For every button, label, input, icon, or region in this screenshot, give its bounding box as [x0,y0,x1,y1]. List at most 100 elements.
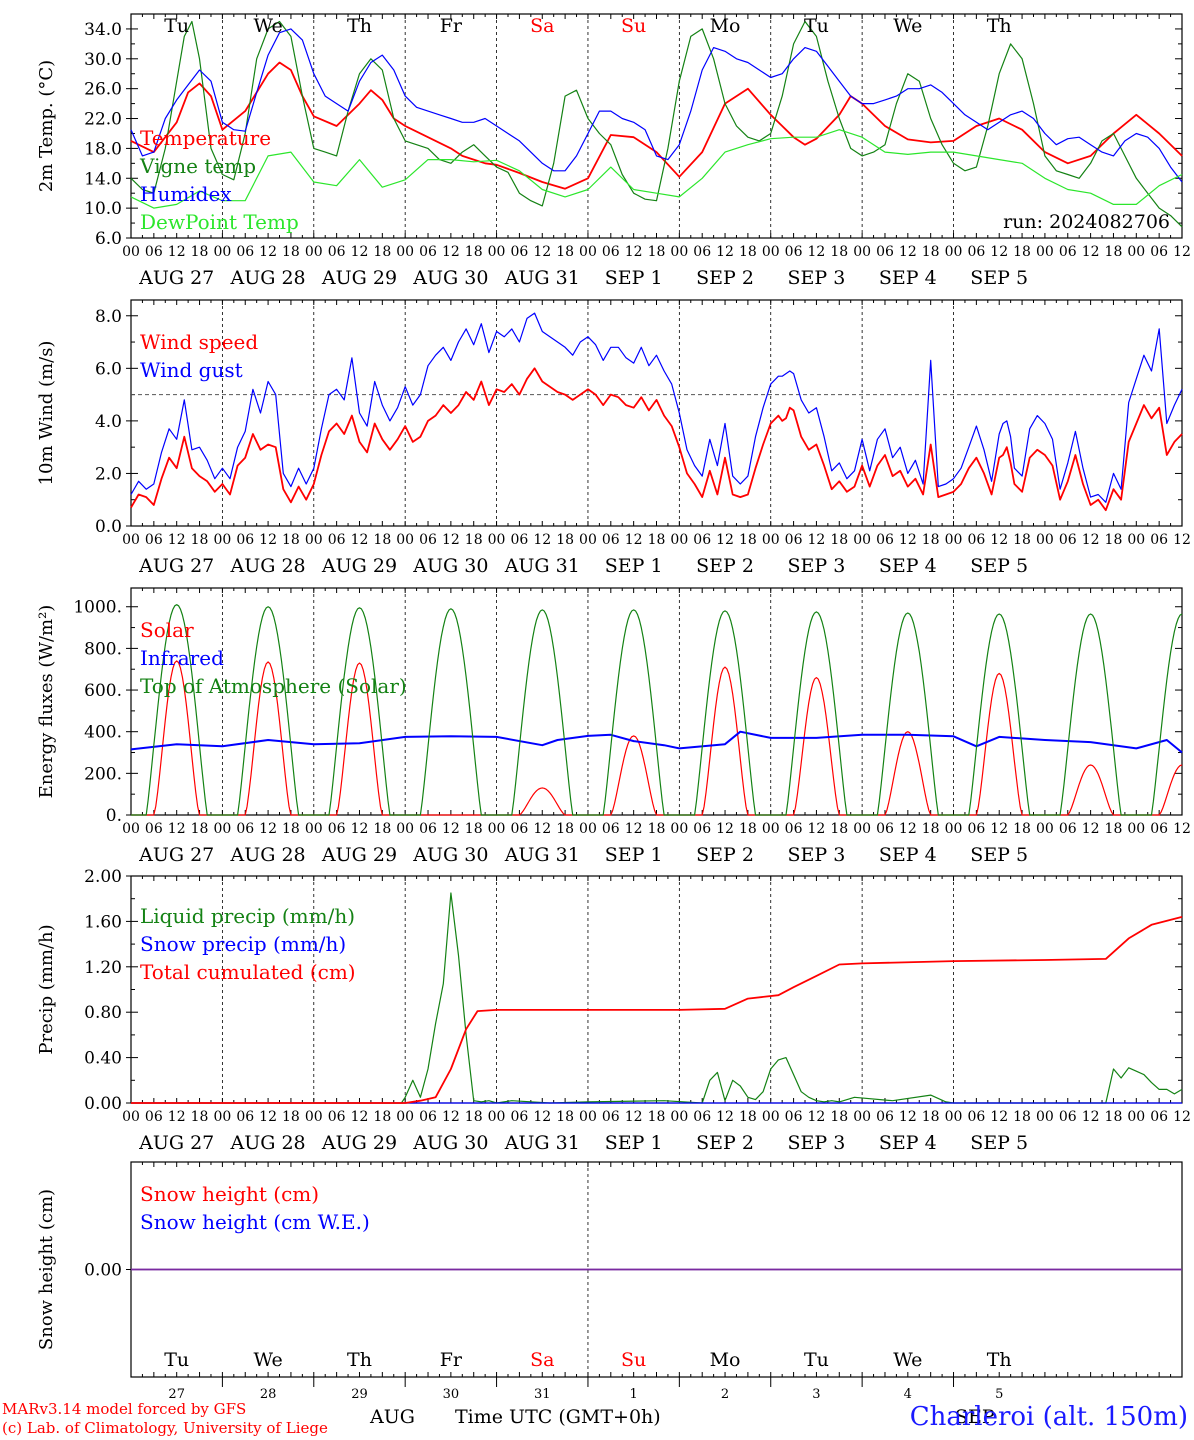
hour-label: 18 [373,532,391,548]
chart-panel-3: 0. 200. 400. 600. 800. 1000. Energy fluxes (W/… [36,587,1191,866]
hour-label: 18 [648,532,666,548]
legend-liquid-precip-mm-h-: Liquid precip (mm/h) [140,904,355,928]
dow-label: Mo [710,1349,741,1371]
date-label: AUG 27 [138,1132,214,1154]
hour-label: 06 [419,244,437,260]
hour-label: 06 [785,532,803,548]
hour-label: 06 [145,244,163,260]
hour-label: 06 [876,532,894,548]
hour-label: 00 [213,244,231,260]
date-label: SEP 1 [605,267,663,289]
hour-label: 00 [579,532,597,548]
hour-label: 00 [122,1109,140,1125]
dow-label: Th [987,15,1012,37]
hour-label: 18 [922,821,940,837]
hour-label: 18 [556,532,574,548]
hour-label: 12 [259,1109,277,1125]
hour-label: 18 [191,244,209,260]
dow-label: Th [987,1349,1012,1371]
hour-label: 06 [510,244,528,260]
hour-label: 06 [967,1109,985,1125]
series-total-cumulated-cm- [131,916,1183,1104]
legend-infrared: Infrared [140,646,224,670]
series-temperature [130,61,1183,190]
series-infrared [130,730,1183,754]
hour-label: 06 [328,1109,346,1125]
y-axis-label: 10m Wind (m/s) [36,341,57,486]
date-label: SEP 4 [879,844,937,866]
hour-label: 06 [1059,821,1077,837]
date-label: AUG 28 [230,267,306,289]
hour-label: 12 [716,1109,734,1125]
dow-label: Su [621,15,646,37]
day-number: 4 [904,1387,912,1402]
hour-label: 00 [122,244,140,260]
hour-label: 06 [145,821,163,837]
hour-label: 12 [442,821,460,837]
hour-label: 12 [1173,532,1191,548]
hour-label: 06 [602,244,620,260]
hour-label: 06 [510,821,528,837]
date-label: AUG 29 [321,267,397,289]
series-wind-speed [130,367,1183,512]
hour-label: 06 [693,1109,711,1125]
hour-label: 06 [236,532,254,548]
legend-snow-height-cm-w-e-: Snow height (cm W.E.) [140,1210,370,1234]
date-label: SEP 2 [696,267,754,289]
hour-label: 00 [1127,532,1145,548]
hour-label: 12 [442,244,460,260]
date-label: SEP 1 [605,844,663,866]
hour-label: 00 [579,821,597,837]
hour-label: 12 [899,821,917,837]
hour-label: 00 [396,532,414,548]
hour-label: 12 [351,1109,369,1125]
hour-label: 00 [945,532,963,548]
hour-label: 06 [328,532,346,548]
day-number: 5 [995,1387,1003,1402]
hour-label: 00 [670,821,688,837]
y-tick-label: 0.0 [95,517,122,537]
bottom-month-aug: AUG [370,1406,415,1428]
hour-label: 00 [122,532,140,548]
hour-label: 12 [533,821,551,837]
dow-label: Fr [440,15,463,37]
date-label: AUG 31 [504,267,580,289]
hour-label: 18 [830,532,848,548]
hour-label: 18 [191,532,209,548]
hour-label: 12 [168,532,186,548]
y-tick-label: 22.0 [84,110,122,130]
y-tick-label: 1000. [73,598,122,618]
hour-label: 18 [465,821,483,837]
hour-label: 06 [967,532,985,548]
hour-label: 00 [945,821,963,837]
hour-label: 18 [282,244,300,260]
hour-label: 06 [967,821,985,837]
chart-panel-2: 0.0 2.0 4.0 6.0 8.0 10m Wind (m/s) Wind speed W… [36,299,1191,577]
hour-label: 18 [191,1109,209,1125]
hour-label: 18 [191,821,209,837]
y-axis-label: Snow height (cm) [36,1189,57,1350]
hour-label: 00 [579,244,597,260]
hour-label: 12 [168,244,186,260]
date-label: AUG 30 [412,555,488,577]
legend-snow-height-cm-: Snow height (cm) [140,1182,319,1206]
day-number: 30 [443,1387,460,1402]
hour-label: 18 [556,821,574,837]
day-number: 27 [168,1387,185,1402]
hour-label: 12 [1173,244,1191,260]
dow-label: Th [347,1349,372,1371]
hour-label: 06 [876,244,894,260]
date-label: SEP 3 [788,1132,846,1154]
hour-label: 18 [282,1109,300,1125]
hour-label: 12 [259,532,277,548]
hour-label: 18 [1013,1109,1031,1125]
date-label: AUG 29 [321,844,397,866]
bottom-month-sep: SEP [955,1406,995,1428]
hour-label: 18 [739,821,757,837]
dow-label: Sa [530,1349,554,1371]
y-tick-label: 2.0 [95,464,122,484]
hour-label: 06 [236,244,254,260]
dow-label: Tu [164,15,189,37]
y-tick-label: 800. [84,639,122,659]
